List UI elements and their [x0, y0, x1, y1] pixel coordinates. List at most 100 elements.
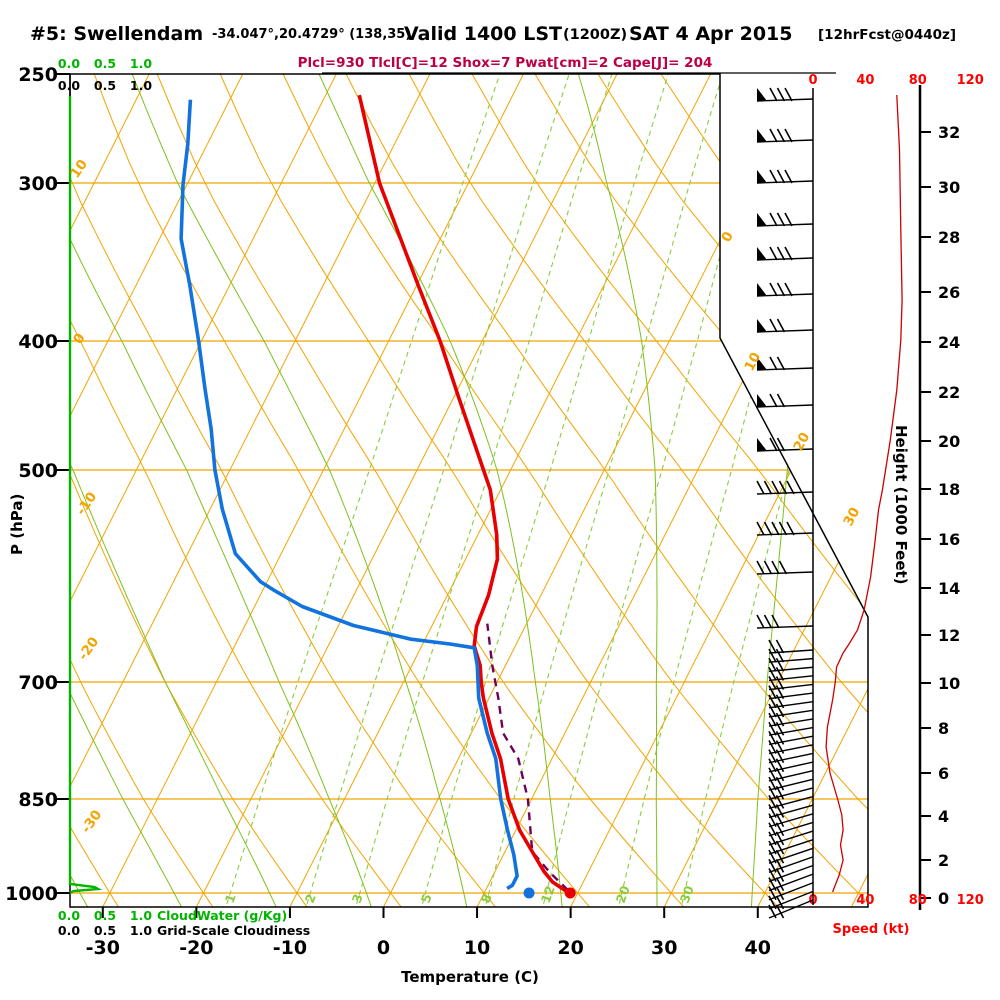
wind-barb-feather	[776, 282, 786, 297]
dry-adiabat-label: -20	[75, 634, 102, 663]
dry-adiabat-line	[70, 74, 413, 907]
cloudwater-scale-bottom-value: 0.5	[94, 908, 116, 923]
moist-adiabat-line	[70, 74, 377, 907]
wind-barb-feather	[784, 169, 793, 184]
dewpoint-surface-dot	[523, 887, 535, 899]
mixing-ratio-line	[417, 74, 669, 907]
mixing-ratio-line	[351, 74, 613, 907]
station-coords: -34.047°,20.4729° (138,35)	[212, 27, 411, 42]
wind-barb-feather	[775, 694, 785, 709]
height-tick-label: 0	[938, 889, 949, 908]
cloudiness-scale-top-value: 1.0	[130, 78, 152, 93]
wind-barb-feather	[768, 849, 777, 864]
temperature-tick-label: 10	[464, 937, 490, 959]
cloudiness-scale-bottom-value: 0.5	[94, 923, 116, 938]
dry-adiabat-line	[116, 74, 698, 907]
wind-barb-feather	[768, 886, 777, 901]
wind-barb-leader	[768, 709, 814, 718]
moist-adiabat-line	[0, 0, 2, 921]
wind-barb-feather	[775, 804, 785, 818]
wind-barb-pennant	[757, 319, 767, 332]
wind-barb-feather	[776, 318, 786, 333]
wind-barb-feather	[778, 521, 788, 536]
wind-barb-leader	[756, 625, 814, 629]
wind-barb-feather	[769, 169, 778, 184]
height-tick-label: 32	[938, 123, 960, 142]
wind-barb-feather	[775, 749, 785, 764]
wind-barb-leader	[768, 838, 814, 855]
wind-barb-feather	[776, 437, 786, 452]
isotherm-line	[757, 74, 868, 907]
wind-barb-feather	[769, 212, 778, 227]
wind-speed-profile	[825, 94, 903, 893]
wind-barb-feather	[771, 560, 780, 575]
wind-barb-feather	[775, 849, 785, 864]
mixing-ratio-label: 30	[677, 883, 697, 905]
height-tick-label: 28	[938, 228, 960, 247]
wind-barb-leader	[756, 491, 814, 495]
wind-barb-pennant	[757, 213, 767, 226]
height-tick-label: 12	[938, 626, 960, 645]
wind-barb-feather	[784, 128, 793, 143]
wind-barb-feather	[768, 685, 777, 700]
wind-barb-leader	[756, 571, 814, 575]
wind-barb-feather	[768, 831, 777, 846]
wind-barb-feather	[775, 895, 785, 910]
dry-adiabat-line	[70, 74, 318, 907]
speed-scale-top-label: 0	[808, 73, 817, 88]
temperature-tick-label: 20	[557, 937, 583, 959]
wind-barb-feather	[775, 877, 785, 891]
wind-barb-feather	[768, 822, 777, 837]
mixing-ratio-line	[538, 74, 773, 907]
wind-barb-feather	[768, 840, 777, 855]
wind-barb-leader	[756, 532, 814, 536]
wind-barb-feather	[763, 614, 773, 629]
wind-barb-leader	[768, 882, 814, 901]
wind-barb-feather	[775, 868, 785, 882]
wind-barb-pennant	[757, 170, 767, 183]
wind-barb-leader	[768, 830, 814, 846]
wind-barb-feather	[769, 246, 778, 261]
wind-barbs	[756, 87, 814, 919]
dry-adiabat-label: -10	[73, 489, 100, 518]
isotherm-label: 10	[741, 350, 764, 374]
wind-barb-feather	[768, 895, 777, 910]
height-tick-label: 24	[938, 333, 960, 352]
wind-barb-feather	[768, 804, 777, 818]
speed-scale-bottom-label: 80	[909, 893, 927, 908]
speed-scale-top-label: 120	[957, 73, 984, 88]
wind-barb-leader	[768, 718, 814, 727]
wind-barb-feather	[768, 776, 777, 791]
wind-barb-feather	[769, 282, 778, 297]
mixing-ratio-line	[301, 74, 570, 907]
valid-zulu: (1200Z)	[563, 27, 627, 43]
skewt-grid-lines	[0, 0, 868, 921]
wind-barb-feather	[763, 480, 773, 495]
isotherm-label: 30	[840, 505, 863, 529]
moist-adiabat-line	[544, 74, 658, 907]
mixing-ratio-line	[677, 74, 868, 907]
wind-barb-feather	[769, 437, 778, 452]
wind-barb-feather	[775, 731, 785, 745]
wind-barb-feather	[768, 868, 777, 882]
sounding-profiles	[68, 94, 903, 899]
wind-barb-feather	[763, 560, 773, 575]
wind-barb-feather	[784, 282, 793, 297]
wind-barb-leader	[768, 770, 814, 782]
wind-barb-feather	[768, 648, 777, 663]
mixing-ratio-label: 5	[418, 892, 435, 905]
moist-adiabat-line	[94, 74, 471, 907]
height-tick-label: 22	[938, 383, 960, 402]
wind-barb-feather	[768, 731, 777, 745]
wind-barb-feather	[769, 318, 778, 333]
wind-barb-leader	[768, 726, 814, 736]
cloudwater-profile	[68, 96, 103, 895]
temperature-tick-label: -30	[86, 937, 120, 959]
wind-barb-feather	[775, 858, 785, 873]
wind-barb-feather	[775, 676, 785, 690]
temperature-tick-label: 0	[377, 937, 390, 959]
wind-barb-pennant	[757, 88, 767, 101]
wind-barb-pennant	[757, 438, 767, 451]
pressure-tick-label: 300	[18, 173, 58, 195]
speed-scale-top-label: 40	[856, 73, 874, 88]
